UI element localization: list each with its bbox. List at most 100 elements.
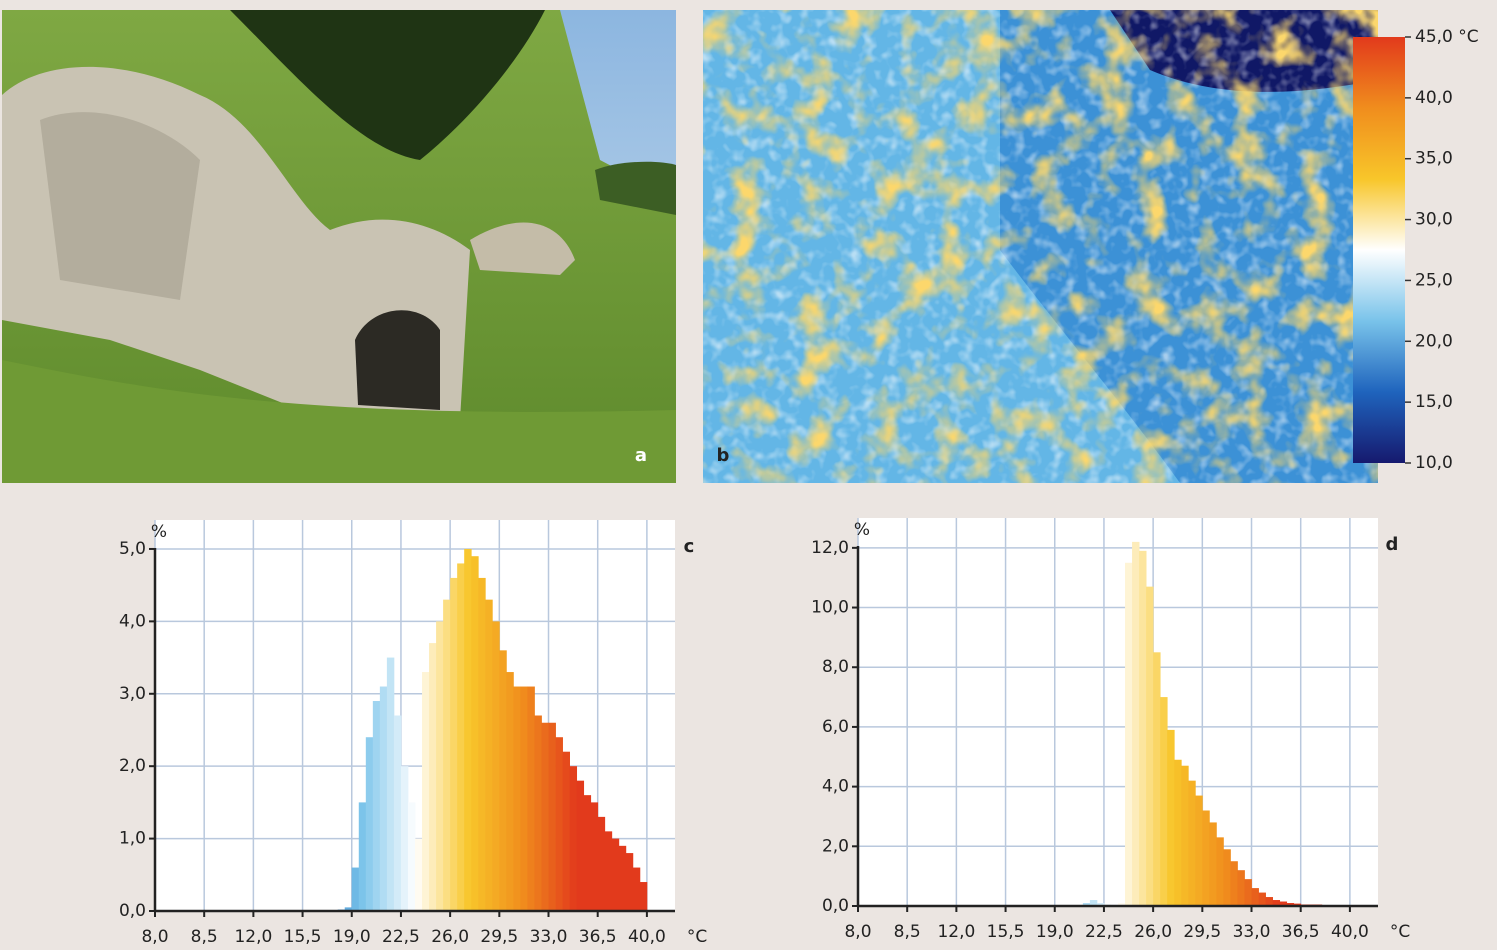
histogram-bar (598, 817, 605, 911)
x-tick-label: 8,0 (844, 922, 871, 942)
x-tick-label: 33,0 (530, 927, 568, 947)
histogram-bar (1167, 730, 1174, 906)
histogram-bar (1174, 760, 1181, 906)
y-tick-label: 5,0 (119, 539, 146, 559)
histogram-bar (1181, 766, 1188, 906)
histogram-bar (492, 621, 499, 911)
histogram-bar (513, 687, 520, 911)
x-tick-label: 8,5 (191, 927, 218, 947)
panel-label: c (684, 536, 695, 557)
figure: a b 10,015,020,025,030,035,040,045,0 °C … (0, 0, 1497, 950)
y-tick-label: 8,0 (822, 657, 849, 677)
histogram-bar (1146, 587, 1153, 906)
x-tick-label: 26,0 (431, 927, 469, 947)
x-tick-label: 8,0 (141, 927, 168, 947)
x-tick-label: 8,5 (894, 922, 921, 942)
histogram-bar (1209, 822, 1216, 906)
histogram-bar (1125, 563, 1132, 906)
x-tick-label: 36,5 (579, 927, 617, 947)
y-tick-label: 4,0 (119, 611, 146, 631)
y-tick-label: 0,0 (119, 901, 146, 921)
histogram-bar (429, 643, 436, 911)
x-tick-label: 36,5 (1282, 922, 1320, 942)
y-axis-label: % (151, 522, 167, 542)
histogram-bar (443, 600, 450, 911)
histogram-bar (577, 781, 584, 911)
histogram-bar (1188, 781, 1195, 906)
x-axis-label: °C (687, 927, 707, 947)
histogram-bar (1237, 870, 1244, 906)
histogram-bar (1266, 897, 1273, 906)
histogram-bar (1230, 861, 1237, 906)
histogram-bar (485, 600, 492, 911)
histogram-bar (541, 723, 548, 911)
x-tick-label: 22,5 (1085, 922, 1123, 942)
histogram-bar (1153, 652, 1160, 906)
x-tick-label: 12,0 (937, 922, 975, 942)
histogram-bar (506, 672, 513, 911)
y-tick-label: 1,0 (119, 829, 146, 849)
histogram-bar (527, 687, 534, 911)
histogram-bar (401, 766, 408, 911)
histogram-bar (584, 795, 591, 911)
histogram-bar (1259, 893, 1266, 906)
thermal-image (703, 10, 1378, 483)
histogram-bar (556, 737, 563, 911)
y-tick-label: 4,0 (822, 777, 849, 797)
histogram-bar (1139, 551, 1146, 906)
histogram-bar (464, 549, 471, 911)
histogram-bar (520, 687, 527, 911)
histogram-bar (640, 882, 647, 911)
x-tick-label: 29,5 (1183, 922, 1221, 942)
x-tick-label: 22,5 (382, 927, 420, 947)
colorbar-scale (1353, 37, 1405, 463)
y-tick-label: 3,0 (119, 684, 146, 704)
y-tick-label: 2,0 (822, 836, 849, 856)
colorbar-tick-label: 20,0 (1415, 331, 1453, 351)
y-tick-label: 10,0 (811, 598, 849, 618)
colorbar-tick-label: 45,0 °C (1415, 27, 1479, 47)
histogram-bar (471, 556, 478, 911)
histogram-bar (359, 802, 366, 911)
histogram-bar (450, 578, 457, 911)
charts: 0,0 1,0 2,0 3,0 4,0 5,0 8,0 8,5 12,0 15,5 19,0 22,5… (119, 518, 1410, 947)
histogram-bar (1252, 888, 1259, 906)
y-axis-label: % (854, 520, 870, 540)
histogram-bar (415, 839, 422, 911)
x-tick-label: 19,0 (333, 927, 371, 947)
histogram-bar (612, 839, 619, 911)
panel-label: b (717, 445, 730, 466)
y-tick-label: 2,0 (119, 756, 146, 776)
y-tick-label: 0,0 (822, 896, 849, 916)
colorbar-tick-label: 30,0 (1415, 210, 1453, 230)
colorbar-tick-label: 35,0 (1415, 149, 1453, 169)
histogram-bar (1244, 879, 1251, 906)
histogram-bar (1132, 542, 1139, 906)
x-tick-label: 15,5 (284, 927, 322, 947)
panel-label: a (635, 445, 647, 466)
photo-a: a (2, 10, 676, 483)
histogram-bar (1202, 810, 1209, 906)
histogram-bar (499, 650, 506, 911)
histogram-bar (436, 621, 443, 911)
histogram-bar (591, 802, 598, 911)
panel-label: d (1386, 534, 1399, 555)
histogram-bar (619, 846, 626, 911)
histogram-bar (1160, 697, 1167, 906)
x-tick-label: 12,0 (234, 927, 272, 947)
x-tick-label: 26,0 (1134, 922, 1172, 942)
x-tick-label: 33,0 (1233, 922, 1271, 942)
x-axis-label: °C (1390, 922, 1410, 942)
colorbar-tick-label: 15,0 (1415, 392, 1453, 412)
colorbar: 10,015,020,025,030,035,040,045,0 °C (1353, 27, 1479, 473)
histogram-bar (605, 831, 612, 911)
histogram-bar (422, 672, 429, 911)
histogram-bar (549, 723, 556, 911)
histogram-bar (373, 701, 380, 911)
colorbar-tick-label: 25,0 (1415, 270, 1453, 290)
histogram-bar (394, 716, 401, 912)
histogram-bar (352, 868, 359, 911)
x-tick-label: 19,0 (1036, 922, 1074, 942)
x-tick-label: 15,5 (987, 922, 1025, 942)
